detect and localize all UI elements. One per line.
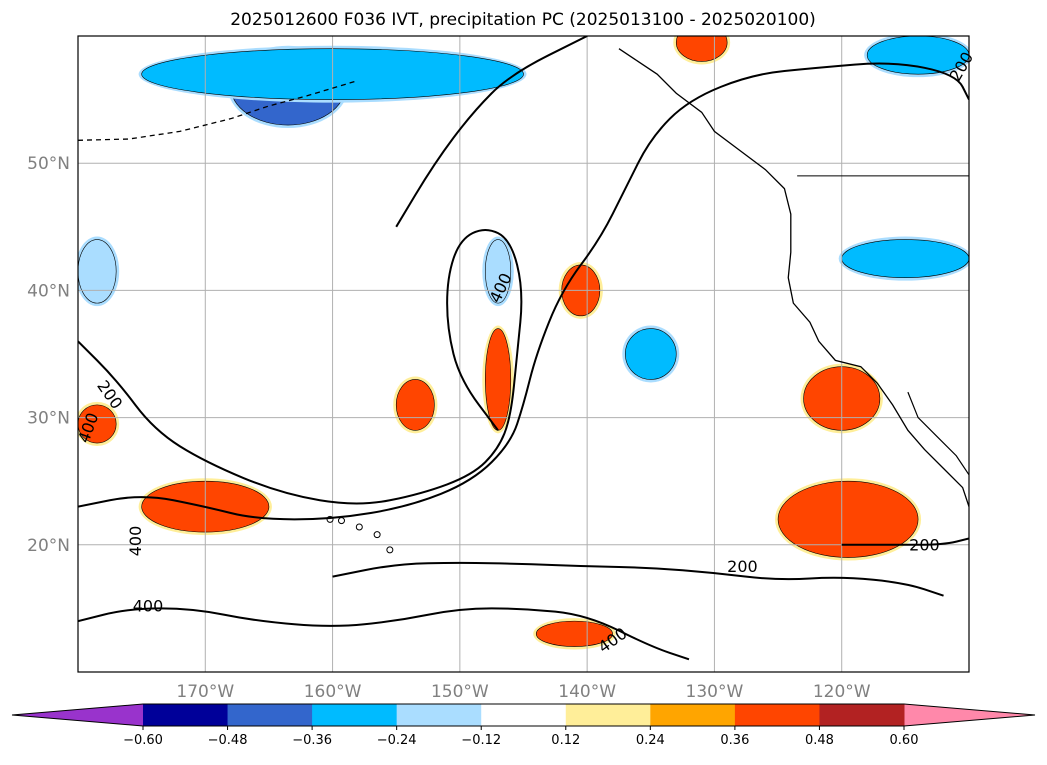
precip-pc-region <box>485 239 512 304</box>
ivt-contour-400 <box>78 228 523 505</box>
y-tick-label: 20°N <box>27 536 70 556</box>
colorbar-tick-label: −0.48 <box>208 733 248 748</box>
colorbar-segment <box>396 704 482 726</box>
precip-pc-region <box>625 328 677 380</box>
ivt-contour-200 <box>841 537 969 546</box>
colorbar-tick-label: −0.24 <box>377 733 417 748</box>
colorbar-tick-label: 0.36 <box>720 733 749 748</box>
colorbar-tick-label: 0.48 <box>805 733 834 748</box>
colorbar-segment <box>227 704 313 726</box>
colorbar-tick-label: 0.24 <box>636 733 665 748</box>
x-tick-label: 170°W <box>176 682 234 702</box>
ivt-contour-200 <box>332 561 944 597</box>
hawaiian-island <box>386 546 394 554</box>
ivt-contour-label: 400 <box>133 596 164 615</box>
hawaiian-island <box>373 531 381 539</box>
colorbar-extend-max <box>904 704 1035 726</box>
x-tick-label: 150°W <box>431 682 489 702</box>
colorbar-segment <box>481 704 567 726</box>
ivt-contour-label: 200 <box>909 535 940 554</box>
colorbar-tick-label: 0.12 <box>551 733 580 748</box>
colorbar-segment <box>565 704 651 726</box>
colorbar-segment <box>143 704 229 726</box>
coastline-gulf-of-california <box>907 391 969 476</box>
precip-pc-region <box>841 239 969 278</box>
chart-title: 2025012600 F036 IVT, precipitation PC (2… <box>230 10 816 30</box>
ivt-contour-label: 200 <box>727 557 758 576</box>
precip-pc-region <box>777 480 919 558</box>
precip-pc-region <box>485 328 512 431</box>
ivt-contour-layer <box>78 36 969 661</box>
ivt-contour-400 <box>395 36 588 228</box>
map-plot-area <box>78 36 969 672</box>
hawaiian-island <box>337 517 345 525</box>
colorbar-segment <box>650 704 736 726</box>
hawaiian-island <box>355 523 363 531</box>
ivt-contour-200 <box>78 607 690 661</box>
ivt-contour-200 <box>78 62 969 521</box>
axis-tick-labels: 170°W 160°W 150°W 140°W 130°W 120°W 20°N 30°N 40… <box>27 154 871 702</box>
y-tick-label: 30°N <box>27 409 70 429</box>
map-background <box>78 36 969 672</box>
colorbar: −0.60 −0.48 −0.36 −0.24 −0.12 0.12 0.24 0.36 0.4… <box>11 703 1036 748</box>
map-frame <box>77 35 970 673</box>
colorbar-segment <box>819 704 905 726</box>
colorbar-segment <box>734 704 820 726</box>
coastline-north-america <box>618 48 969 507</box>
x-tick-label: 140°W <box>558 682 616 702</box>
ivt-contour-label: 400 <box>126 526 145 557</box>
precip-pc-region <box>395 379 435 431</box>
precip-pc-fill-layer <box>78 36 969 650</box>
precip-pc-region <box>78 404 117 444</box>
x-tick-label: 120°W <box>813 682 871 702</box>
colorbar-tick-label: −0.36 <box>292 733 332 748</box>
y-tick-label: 40°N <box>27 281 70 301</box>
coastline-aleutian-islands <box>78 79 359 141</box>
colorbar-tick-label: −0.60 <box>123 733 163 748</box>
x-tick-label: 160°W <box>304 682 362 702</box>
precip-pc-region <box>535 620 613 647</box>
colorbar-tick-label: 0.60 <box>890 733 919 748</box>
colorbar-extend-min <box>12 704 143 726</box>
y-tick-label: 50°N <box>27 154 70 174</box>
colorbar-tick-label: −0.12 <box>461 733 501 748</box>
precip-pc-region <box>78 239 117 304</box>
x-tick-label: 130°W <box>686 682 744 702</box>
colorbar-segment <box>312 704 398 726</box>
